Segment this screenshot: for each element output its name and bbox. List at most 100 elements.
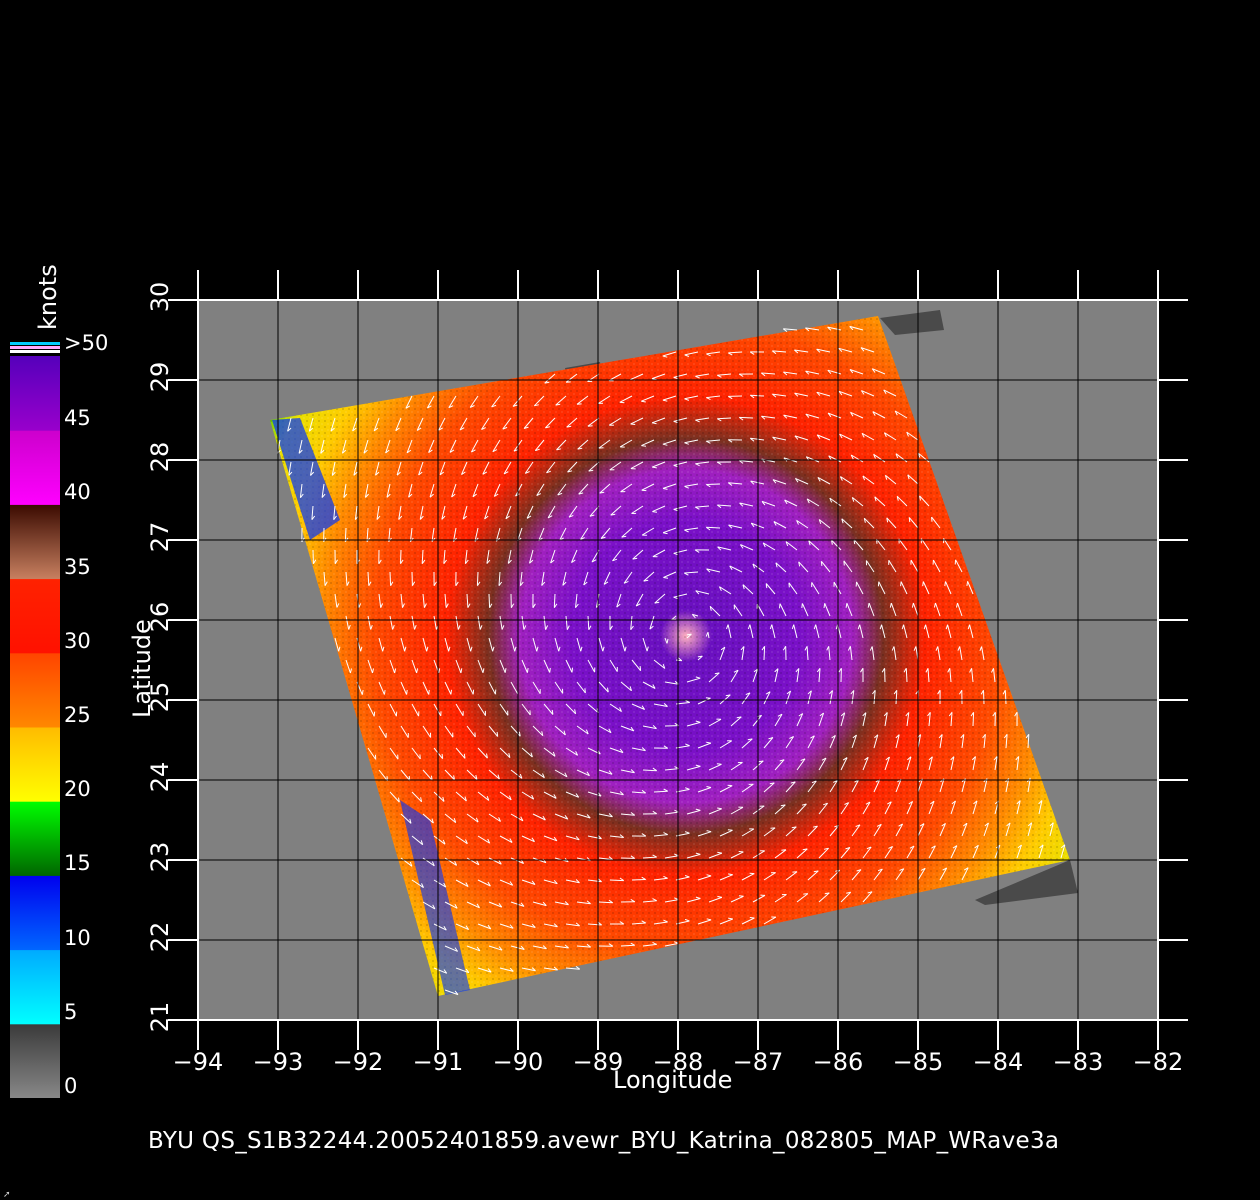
wind-vector-head: [334, 559, 339, 565]
wind-vector-head: [861, 433, 865, 438]
wind-vector-head: [525, 471, 530, 474]
wind-vector-head: [772, 436, 777, 441]
wind-vector: [507, 549, 512, 564]
wind-vector: [893, 646, 897, 661]
wind-vector: [488, 813, 501, 822]
wind-vector: [706, 568, 721, 573]
wind-vector-head: [695, 590, 700, 595]
wind-vector-head: [460, 668, 463, 673]
wind-vector-head: [750, 480, 755, 485]
wind-vector-head: [431, 818, 434, 824]
wind-vector-head: [685, 787, 690, 790]
wind-vector: [521, 747, 533, 758]
wind-vector: [354, 505, 358, 520]
wind-vector: [400, 637, 406, 652]
wind-vector: [719, 694, 731, 705]
wind-vector-head: [908, 517, 911, 523]
wind-vector-head: [783, 414, 788, 419]
colorbar-tick-label: >50: [64, 331, 109, 355]
wind-vector-head: [542, 815, 546, 821]
wind-vector: [939, 734, 943, 749]
wind-vector: [828, 455, 842, 463]
wind-vector: [545, 417, 556, 429]
wind-vector-head: [860, 667, 864, 673]
wind-vector: [1049, 822, 1054, 837]
wind-vector-head: [564, 772, 568, 778]
wind-vector: [706, 526, 721, 529]
wind-vector: [994, 756, 998, 771]
wind-vector-head: [849, 369, 854, 374]
wind-vector-head: [428, 449, 433, 454]
wind-vector-head: [462, 515, 468, 520]
wind-vector: [532, 945, 547, 950]
wind-vector-head: [908, 800, 913, 805]
wind-vector: [534, 439, 545, 451]
wind-vector: [684, 483, 699, 487]
wind-vector-head: [816, 391, 821, 396]
wind-vector-head: [850, 412, 854, 417]
wind-vector-head: [879, 624, 883, 630]
x-tick-label: −94: [172, 1048, 224, 1076]
wind-vector: [630, 615, 633, 630]
wind-vector-head: [791, 826, 797, 829]
wind-vector: [642, 681, 656, 689]
wind-vector: [477, 703, 486, 716]
wind-vector-head: [824, 892, 830, 895]
wind-vector: [816, 348, 831, 353]
wind-vector: [444, 769, 455, 781]
wind-vector-head: [945, 624, 949, 630]
wind-vector: [406, 439, 413, 454]
wind-vector-head: [761, 501, 766, 506]
wind-vector-head: [630, 942, 635, 946]
wind-vector: [794, 349, 809, 353]
wind-vector: [486, 549, 490, 564]
wind-vector: [543, 879, 558, 885]
wind-vector: [935, 602, 941, 617]
wind-vector: [900, 581, 908, 595]
wind-vector: [400, 681, 408, 695]
wind-vector-head: [684, 529, 689, 533]
wind-vector: [839, 433, 853, 441]
wind-vector-head: [677, 657, 683, 662]
wind-vector: [898, 538, 908, 551]
wind-vector-head: [382, 646, 385, 652]
wind-vector: [785, 826, 797, 837]
wind-vector: [455, 659, 462, 674]
wind-vector: [886, 517, 897, 529]
wind-vector-head: [553, 794, 557, 799]
wind-vector-head: [695, 720, 701, 723]
wind-vector: [631, 922, 646, 925]
wind-vector: [806, 646, 809, 661]
wind-vector-head: [956, 602, 958, 608]
wind-vector: [550, 549, 556, 564]
wind-vector-head: [443, 969, 448, 974]
wind-vector: [1004, 690, 1007, 705]
wind-vector: [894, 410, 908, 419]
wind-vector: [939, 823, 946, 837]
colorbar-band: [10, 356, 60, 431]
wind-vector-head: [812, 825, 818, 828]
wind-vector: [1005, 822, 1011, 837]
colorbar-band: [10, 578, 60, 654]
wind-vector: [576, 813, 591, 819]
wind-vector-head: [862, 712, 867, 717]
wind-vector: [707, 632, 710, 639]
wind-vector: [884, 801, 892, 815]
wind-vector-head: [320, 449, 325, 454]
wind-vector: [873, 868, 883, 881]
wind-vector-head: [662, 399, 668, 402]
wind-vector: [431, 527, 435, 542]
wind-vector: [575, 593, 578, 608]
wind-vector-head: [795, 668, 800, 673]
wind-vector-head: [420, 797, 423, 802]
wind-vector: [400, 725, 409, 738]
x-tick-label: −90: [492, 1048, 544, 1076]
wind-vector: [320, 439, 325, 454]
wind-vector-head: [358, 603, 362, 608]
wind-vector: [532, 725, 544, 737]
wind-vector-head: [925, 668, 929, 673]
wind-vector: [587, 703, 599, 714]
wind-vector-head: [686, 633, 692, 636]
wind-vector-head: [553, 879, 558, 885]
